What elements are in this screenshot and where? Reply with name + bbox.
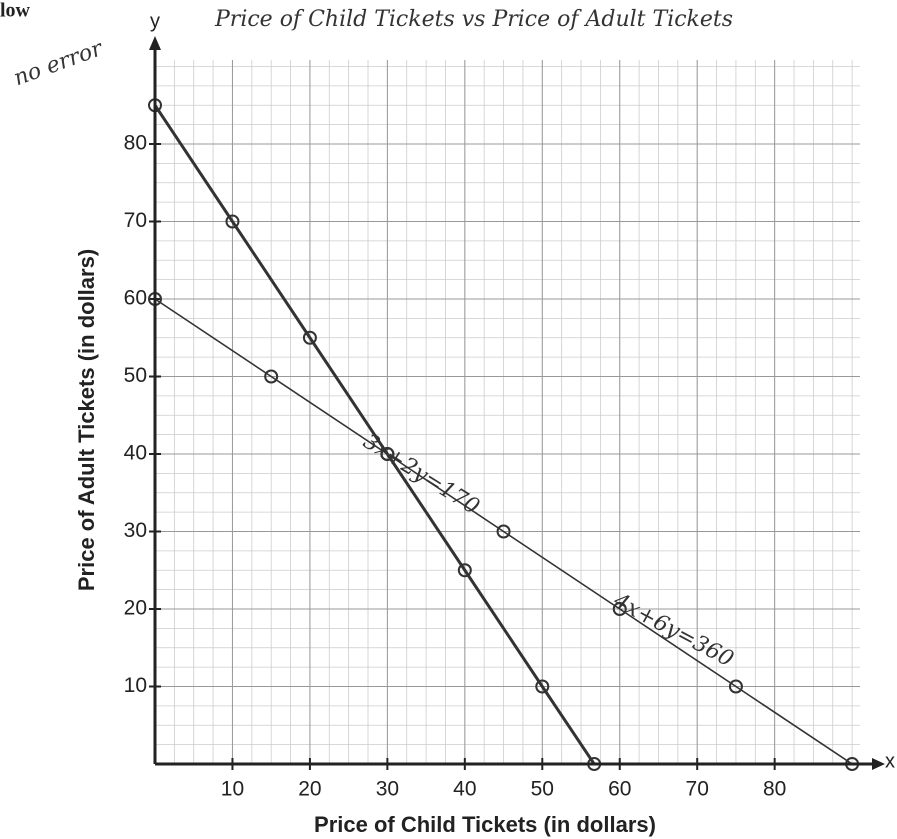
- grid: 10 20 30 40 50 60 70 80 10 20 30 40 50 60 70 80: [124, 60, 860, 801]
- x-tick-label: 10: [221, 778, 244, 801]
- note: no error: [11, 36, 108, 92]
- x-tick-label: 70: [686, 778, 709, 801]
- y-tick-label: 60: [124, 287, 147, 310]
- point: [380, 447, 395, 461]
- series-line: [154, 298, 853, 765]
- point: [264, 369, 279, 384]
- y-tick-label: 50: [124, 364, 147, 387]
- series-annotation: 4x+6y=360: [608, 588, 737, 672]
- chart-title: Price of Child Tickets vs Price of Adult…: [214, 7, 733, 32]
- x-arrow: [872, 758, 885, 770]
- y-axis-name: y: [150, 10, 160, 32]
- x-tick-label: 40: [453, 778, 476, 801]
- x-tick-label: 60: [608, 778, 631, 801]
- y-tick-label: 20: [124, 597, 147, 620]
- y-tick-label: 30: [124, 519, 147, 542]
- x-tick-label: 50: [531, 778, 554, 801]
- point: [457, 563, 472, 578]
- x-tick-label: 30: [376, 778, 399, 801]
- x-axis-name: x: [885, 750, 895, 772]
- x-tick-label: 20: [298, 778, 321, 801]
- point: [728, 679, 743, 694]
- y-tick-label: 40: [124, 442, 147, 465]
- corner-text: low: [0, 0, 31, 22]
- y-axis-label: Price of Adult Tickets (in dollars): [74, 249, 99, 591]
- x-tick-label: 80: [763, 778, 786, 801]
- point: [496, 524, 511, 539]
- point: [535, 679, 550, 694]
- y-tick-label: 10: [124, 674, 147, 697]
- y-tick-label: 80: [124, 132, 147, 155]
- y-tick-label: 70: [124, 209, 147, 232]
- point: [302, 330, 317, 345]
- point: [612, 602, 627, 616]
- point: [225, 214, 240, 229]
- y-arrow: [149, 36, 161, 50]
- x-axis-label: Price of Child Tickets (in dollars): [314, 812, 656, 837]
